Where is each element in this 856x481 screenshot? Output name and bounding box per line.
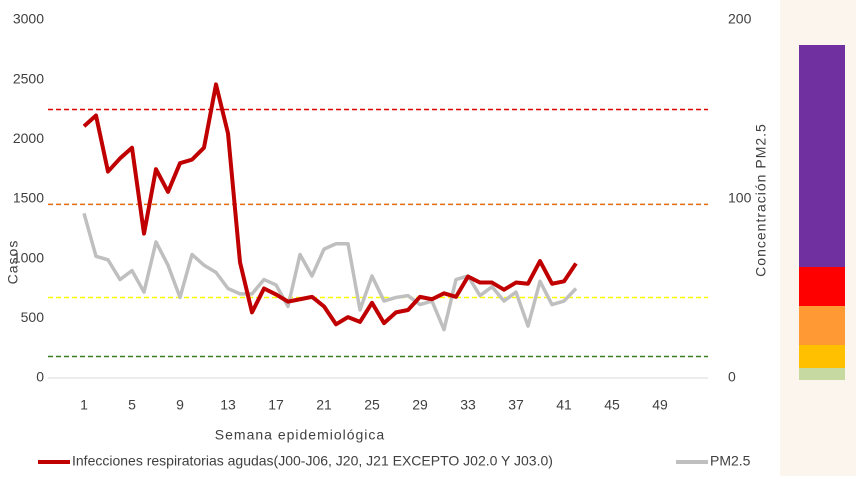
- x-tick-label: 37: [508, 397, 524, 413]
- scale-yellow: [799, 345, 845, 368]
- pm-scale: [799, 45, 845, 380]
- series-line: [82, 82, 578, 327]
- y-tick-label: 1500: [13, 190, 44, 206]
- y-tick-label: 2000: [13, 130, 44, 146]
- y-tick-label: 0: [36, 369, 44, 385]
- legend-label: PM2.5: [710, 453, 751, 469]
- scale-purple: [799, 45, 845, 267]
- x-axis-title: Semana epidemiológica: [215, 427, 385, 443]
- scale-green: [799, 368, 845, 380]
- x-tick-label: 13: [220, 397, 236, 413]
- x-tick-label: 25: [364, 397, 380, 413]
- y-tick-label: 1000: [13, 249, 44, 265]
- x-tick-label: 1: [80, 397, 88, 413]
- x-tick-label: 49: [652, 397, 668, 413]
- scale-red: [799, 267, 845, 306]
- x-tick-label: 21: [316, 397, 332, 413]
- x-tick-label: 9: [176, 397, 184, 413]
- x-tick-label: 29: [412, 397, 428, 413]
- x-tick-label: 5: [128, 397, 136, 413]
- y2-tick-label: 100: [728, 190, 752, 206]
- x-tick-label: 17: [268, 397, 284, 413]
- y-axis-title: Casos: [5, 240, 21, 285]
- legend-label: Infecciones respiratorias agudas(J00-J06…: [72, 453, 553, 469]
- x-tick-label: 45: [604, 397, 620, 413]
- x-tick-label: 41: [556, 397, 572, 413]
- y2-tick-label: 0: [728, 369, 736, 385]
- y2-axis-title: Concentración PM2.5: [753, 123, 769, 277]
- y-tick-label: 500: [21, 309, 45, 325]
- y-tick-label: 2500: [13, 70, 44, 86]
- y2-tick-label: 200: [728, 11, 752, 27]
- scale-orange: [799, 306, 845, 345]
- y-tick-label: 3000: [13, 11, 44, 27]
- x-tick-label: 33: [460, 397, 476, 413]
- series-line: [82, 212, 578, 332]
